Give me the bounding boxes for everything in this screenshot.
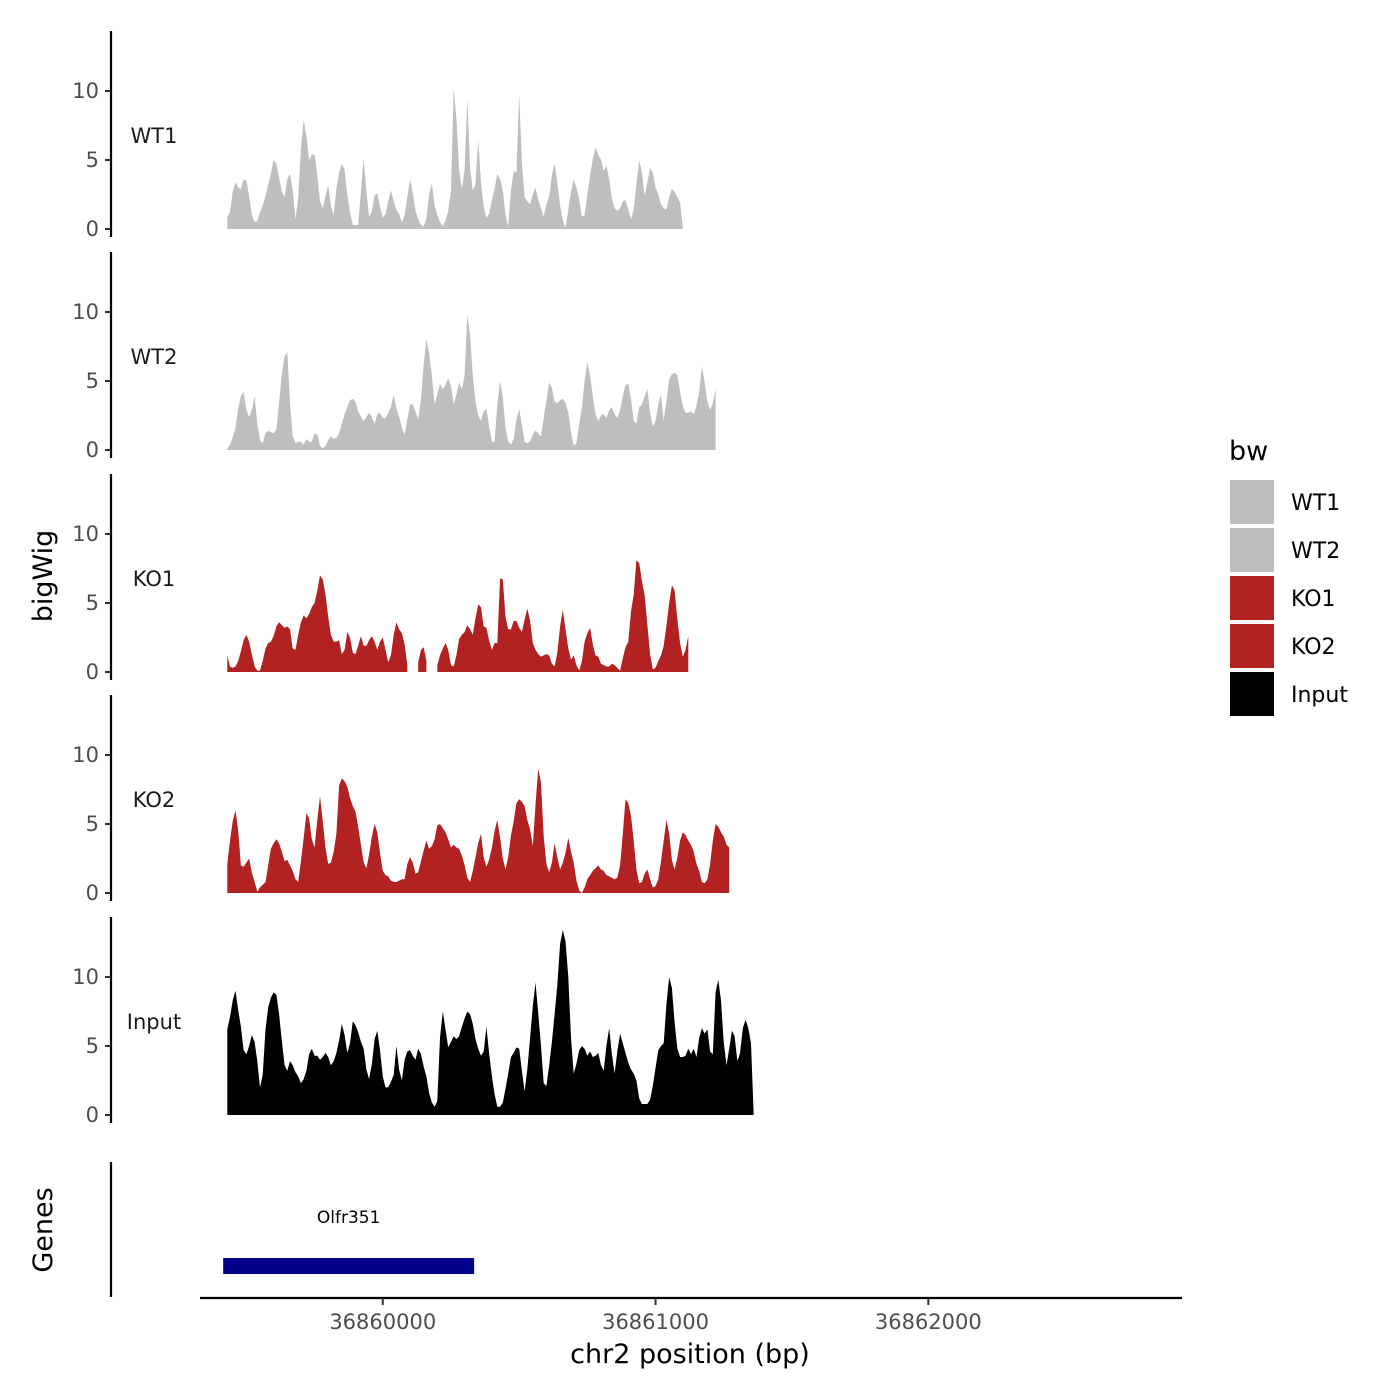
y-tick-label: 10 — [72, 965, 99, 989]
legend-swatch — [1230, 480, 1274, 524]
y-tick-label: 5 — [86, 1034, 99, 1058]
coverage-area-wt1 — [227, 88, 683, 229]
x-axis: 36860000 36861000 36862000 — [200, 1296, 1182, 1334]
legend-swatch — [1230, 528, 1274, 572]
gene-track: Genes Olfr351 — [28, 1162, 475, 1297]
track-ko2: 0 5 10 KO2 — [72, 695, 730, 905]
legend-title: bw — [1229, 436, 1268, 467]
y-tick-label: 10 — [72, 79, 99, 103]
bigwig-tracks: 0 5 10 WT1 0 5 10 WT2 0 5 10 KO1 0 5 10 KO2 0 5 10 Input — [72, 31, 754, 1127]
legend: bw WT1 WT2 KO1 KO2 Input — [1229, 436, 1348, 716]
y-tick-label: 0 — [86, 438, 99, 462]
legend-swatch — [1230, 624, 1274, 668]
y-tick-label: 5 — [86, 812, 99, 836]
coverage-area-input — [227, 930, 754, 1115]
y-tick-label: 5 — [86, 591, 99, 615]
track-label: WT2 — [131, 345, 178, 369]
track-wt2: 0 5 10 WT2 — [72, 252, 716, 462]
coverage-area-ko1 — [227, 575, 408, 672]
legend-swatch — [1230, 576, 1274, 620]
genes-axis-title: Genes — [28, 1187, 59, 1272]
y-tick-label: 10 — [72, 522, 99, 546]
y-tick-label: 0 — [86, 660, 99, 684]
x-tick-label: 36861000 — [602, 1310, 709, 1334]
coverage-area-wt2 — [227, 314, 716, 450]
y-axis-title: bigWig — [28, 530, 59, 623]
x-axis-title: chr2 position (bp) — [570, 1339, 810, 1370]
x-tick-label: 36860000 — [329, 1310, 436, 1334]
track-label: WT1 — [131, 124, 178, 148]
gene-bar — [223, 1258, 475, 1274]
track-label: KO2 — [133, 788, 176, 812]
x-tick-label: 36862000 — [875, 1310, 982, 1334]
legend-label: WT1 — [1291, 491, 1340, 516]
coverage-area-ko1 — [418, 647, 427, 672]
legend-label: WT2 — [1291, 539, 1340, 564]
legend-label: Input — [1291, 683, 1348, 708]
legend-swatch — [1230, 672, 1274, 716]
track-label: Input — [127, 1010, 181, 1034]
coverage-area-ko1 — [437, 560, 689, 672]
y-tick-label: 0 — [86, 1103, 99, 1127]
y-tick-label: 0 — [86, 881, 99, 905]
track-label: KO1 — [133, 567, 176, 591]
y-tick-label: 5 — [86, 148, 99, 172]
y-tick-label: 0 — [86, 217, 99, 241]
track-input: 0 5 10 Input — [72, 917, 754, 1127]
legend-label: KO2 — [1291, 635, 1336, 660]
gene-label: Olfr351 — [317, 1208, 381, 1228]
y-tick-label: 10 — [72, 300, 99, 324]
track-wt1: 0 5 10 WT1 — [72, 31, 683, 241]
y-tick-label: 5 — [86, 369, 99, 393]
y-tick-label: 10 — [72, 743, 99, 767]
track-ko1: 0 5 10 KO1 — [72, 474, 689, 684]
coverage-area-ko2 — [227, 768, 730, 893]
legend-label: KO1 — [1291, 587, 1336, 612]
